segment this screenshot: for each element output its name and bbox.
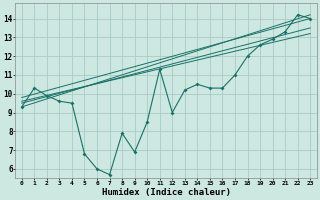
- X-axis label: Humidex (Indice chaleur): Humidex (Indice chaleur): [101, 188, 230, 197]
